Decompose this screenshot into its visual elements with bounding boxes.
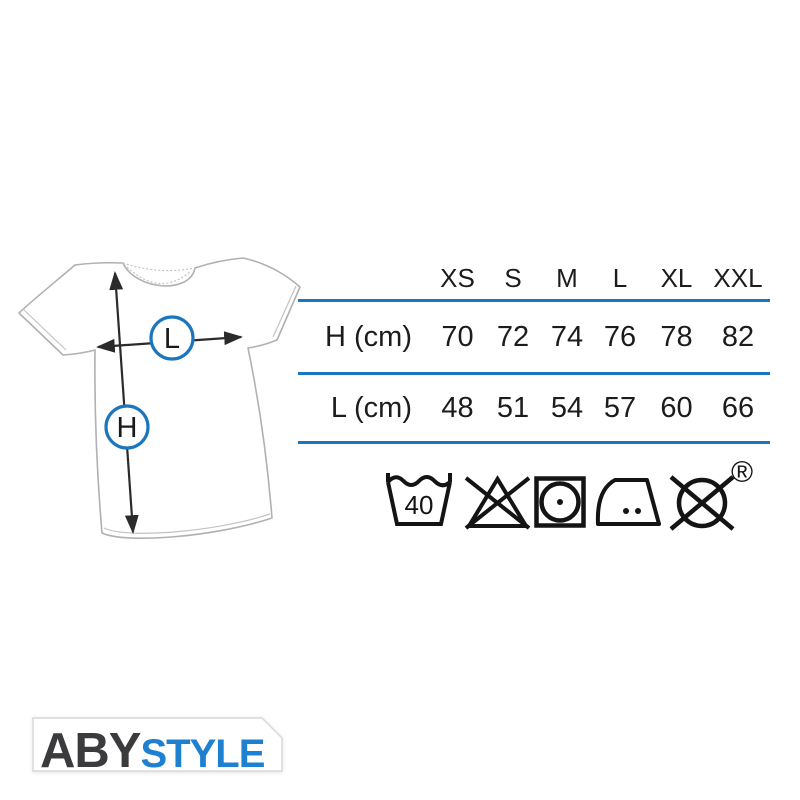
height-value-xl: 78 — [660, 320, 693, 353]
size-column-header-s: S — [504, 263, 522, 293]
do-not-dry-clean-icon — [669, 475, 735, 531]
row-label-length: L (cm) — [330, 391, 412, 424]
height-arrow — [109, 271, 139, 534]
iron-icon — [595, 478, 661, 526]
length-value-m: 54 — [550, 391, 584, 424]
length-value-xxl: 66 — [721, 391, 755, 424]
table-row-length: L (cm) 48 51 54 57 60 66 — [298, 375, 770, 444]
logo-part-aby: ABY — [40, 724, 141, 778]
registered-trademark: ® — [731, 456, 754, 489]
height-badge-label: H — [117, 412, 138, 444]
height-value-s: 72 — [496, 320, 530, 353]
logo-box — [32, 717, 283, 772]
length-badge-label: L — [164, 323, 180, 355]
tshirt-diagram: L H — [18, 257, 301, 539]
size-column-header-xl: XL — [660, 263, 693, 293]
height-value-m: 74 — [550, 320, 584, 353]
care-symbols: 40 — [386, 473, 735, 531]
length-value-s: 51 — [496, 391, 530, 424]
tumble-dry-icon — [534, 476, 586, 528]
logo-part-style: STYLE — [140, 732, 265, 776]
length-value-xs: 48 — [441, 391, 474, 424]
height-value-xxl: 82 — [721, 320, 755, 353]
height-badge: H — [104, 404, 150, 450]
size-column-header-l: L — [612, 263, 628, 293]
size-column-header-xs: XS — [440, 263, 475, 293]
height-value-l: 76 — [603, 320, 637, 353]
size-table-header-row: XS S M L XL XXL — [298, 258, 770, 302]
logo-text: ABY STYLE — [40, 724, 265, 778]
tshirt-outline — [18, 257, 301, 539]
length-value-l: 57 — [603, 391, 637, 424]
table-row-height: H (cm) 70 72 74 76 78 82 — [298, 302, 770, 375]
size-column-header-m: M — [556, 263, 578, 293]
length-value-xl: 60 — [660, 391, 693, 424]
do-not-bleach-icon — [464, 475, 531, 530]
size-table: XS S M L XL XXL H (cm) 70 72 74 76 78 82… — [298, 258, 770, 444]
wash-40-icon: 40 — [386, 473, 452, 526]
length-badge: L — [149, 315, 195, 361]
brand-logo: ABY STYLE — [32, 717, 284, 778]
size-column-header-xxl: XXL — [713, 263, 763, 293]
row-label-height: H (cm) — [325, 320, 412, 353]
wash-temp-label: 40 — [405, 490, 434, 520]
height-value-xs: 70 — [441, 320, 474, 353]
